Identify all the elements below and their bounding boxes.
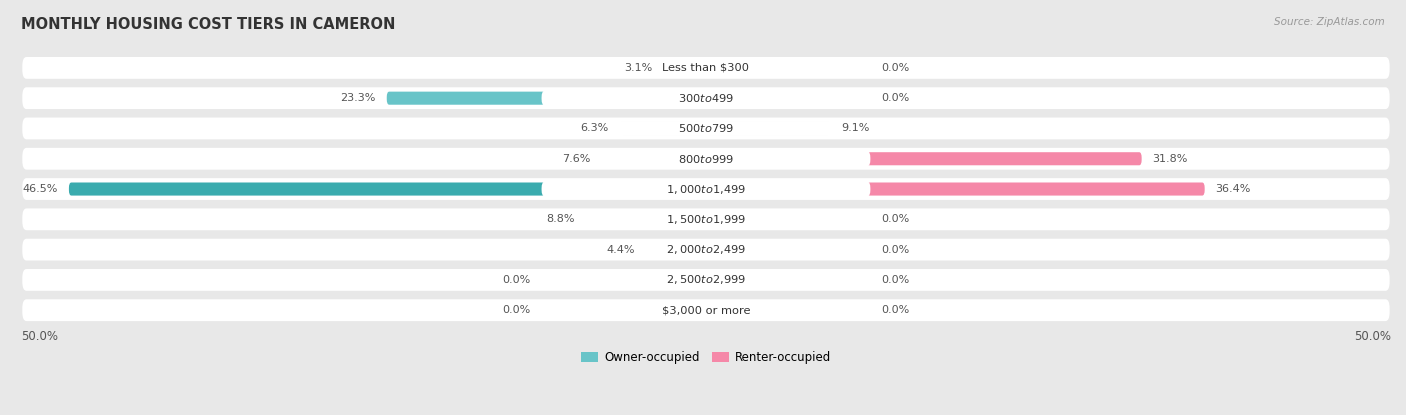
Text: 23.3%: 23.3%: [340, 93, 375, 103]
FancyBboxPatch shape: [22, 148, 1389, 170]
Text: 8.8%: 8.8%: [546, 214, 575, 225]
FancyBboxPatch shape: [541, 151, 870, 166]
FancyBboxPatch shape: [664, 61, 706, 74]
Text: 36.4%: 36.4%: [1216, 184, 1251, 194]
Text: Less than $300: Less than $300: [662, 63, 749, 73]
FancyBboxPatch shape: [387, 92, 706, 105]
Text: 3.1%: 3.1%: [624, 63, 652, 73]
Text: $800 to $999: $800 to $999: [678, 153, 734, 165]
FancyBboxPatch shape: [541, 212, 870, 227]
Text: MONTHLY HOUSING COST TIERS IN CAMERON: MONTHLY HOUSING COST TIERS IN CAMERON: [21, 17, 395, 32]
FancyBboxPatch shape: [22, 117, 1389, 139]
FancyBboxPatch shape: [22, 87, 1389, 109]
FancyBboxPatch shape: [602, 152, 706, 165]
Text: $500 to $799: $500 to $799: [678, 122, 734, 134]
FancyBboxPatch shape: [541, 273, 870, 287]
FancyBboxPatch shape: [541, 182, 870, 196]
FancyBboxPatch shape: [22, 178, 1389, 200]
FancyBboxPatch shape: [706, 122, 831, 135]
FancyBboxPatch shape: [22, 208, 1389, 230]
Legend: Owner-occupied, Renter-occupied: Owner-occupied, Renter-occupied: [576, 347, 837, 369]
Text: 0.0%: 0.0%: [882, 244, 910, 255]
Text: $2,000 to $2,499: $2,000 to $2,499: [666, 243, 747, 256]
Text: 0.0%: 0.0%: [882, 275, 910, 285]
Text: Source: ZipAtlas.com: Source: ZipAtlas.com: [1274, 17, 1385, 27]
FancyBboxPatch shape: [22, 299, 1389, 321]
FancyBboxPatch shape: [706, 152, 1142, 165]
FancyBboxPatch shape: [541, 303, 870, 317]
Text: $300 to $499: $300 to $499: [678, 92, 734, 104]
Text: $1,500 to $1,999: $1,500 to $1,999: [666, 213, 747, 226]
Text: $2,500 to $2,999: $2,500 to $2,999: [666, 273, 747, 286]
Text: $3,000 or more: $3,000 or more: [662, 305, 751, 315]
FancyBboxPatch shape: [706, 183, 1205, 195]
Text: 9.1%: 9.1%: [842, 123, 870, 134]
FancyBboxPatch shape: [620, 122, 706, 135]
Text: 0.0%: 0.0%: [882, 305, 910, 315]
Text: $1,000 to $1,499: $1,000 to $1,499: [666, 183, 747, 195]
FancyBboxPatch shape: [22, 239, 1389, 261]
Text: 0.0%: 0.0%: [502, 305, 530, 315]
FancyBboxPatch shape: [541, 91, 870, 106]
Text: 0.0%: 0.0%: [502, 275, 530, 285]
Text: 7.6%: 7.6%: [562, 154, 591, 164]
Text: 4.4%: 4.4%: [606, 244, 634, 255]
FancyBboxPatch shape: [585, 213, 706, 226]
Text: 0.0%: 0.0%: [882, 214, 910, 225]
FancyBboxPatch shape: [541, 61, 870, 76]
FancyBboxPatch shape: [541, 121, 870, 136]
Text: 50.0%: 50.0%: [1354, 330, 1391, 343]
Text: 50.0%: 50.0%: [21, 330, 58, 343]
FancyBboxPatch shape: [645, 243, 706, 256]
Text: 6.3%: 6.3%: [581, 123, 609, 134]
FancyBboxPatch shape: [541, 242, 870, 257]
FancyBboxPatch shape: [22, 57, 1389, 79]
Text: 0.0%: 0.0%: [882, 63, 910, 73]
Text: 0.0%: 0.0%: [882, 93, 910, 103]
FancyBboxPatch shape: [22, 269, 1389, 291]
Text: 46.5%: 46.5%: [22, 184, 58, 194]
Text: 31.8%: 31.8%: [1153, 154, 1188, 164]
FancyBboxPatch shape: [69, 183, 706, 195]
